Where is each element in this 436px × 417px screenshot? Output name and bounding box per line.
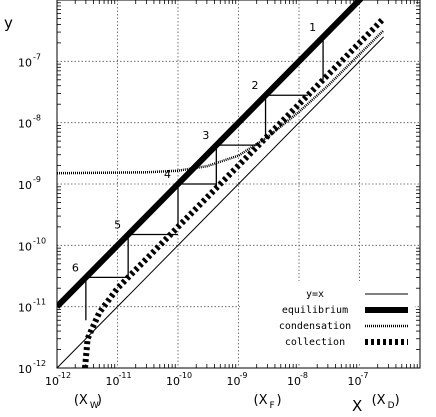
annotation-subscript: F — [270, 401, 275, 411]
y-tick-exponent: -12 — [33, 359, 46, 368]
series-yx — [57, 36, 384, 368]
x-tick-label: 10 — [348, 375, 362, 388]
legend-box — [240, 281, 415, 363]
x-tick-label: 10 — [166, 375, 180, 388]
annotation-x-w: (X — [74, 393, 88, 408]
step-label-5: 5 — [114, 219, 121, 232]
annotations: (X W) (X F) (X D) — [74, 393, 400, 411]
y-tick-label: 10 — [18, 179, 32, 192]
y-tick-label: 10 — [18, 363, 32, 376]
y-tick-label: 10 — [18, 56, 32, 69]
x-axis-label: X — [352, 397, 362, 415]
x-tick-exponent: -10 — [179, 371, 192, 380]
step-label-3: 3 — [202, 129, 209, 142]
y-axis-label: y — [4, 14, 13, 32]
plot-frame — [56, 0, 421, 369]
y-tick-label: 10 — [18, 118, 32, 131]
annotation-subscript: W — [90, 401, 99, 411]
annotation-subscript: D — [388, 401, 395, 411]
y-tick-exponent: -11 — [33, 298, 46, 307]
step-label-2: 2 — [252, 79, 259, 92]
y-tick-exponent: -8 — [33, 114, 41, 123]
x-tick-label: 10 — [287, 375, 301, 388]
x-tick-label: 10 — [45, 375, 59, 388]
y-tick-exponent: -7 — [33, 52, 41, 61]
step-label-6: 6 — [72, 261, 79, 274]
y-tick-exponent: -10 — [33, 236, 46, 245]
x-tick-label: 10 — [106, 375, 120, 388]
series-layer — [57, 0, 386, 368]
staircase-layer: 1 2 3 4 5 6 — [72, 21, 324, 321]
y-tick-exponent: -9 — [33, 175, 41, 184]
x-tick-exponent: -9 — [240, 371, 248, 380]
x-tick-exponent: -12 — [58, 371, 71, 380]
x-tick-exponent: -11 — [119, 371, 132, 380]
x-tick-exponent: -8 — [300, 371, 308, 380]
annotation-paren: ) — [277, 393, 282, 408]
x-tick-exponent: -7 — [361, 371, 369, 380]
legend-label: y=x — [306, 289, 324, 300]
x-tick-label: 10 — [227, 375, 241, 388]
legend: y=x equilibrium condensation collection — [240, 281, 415, 363]
annotation-paren: ) — [395, 393, 400, 408]
y-tick-label: 10 — [18, 240, 32, 253]
step-label-1: 1 — [309, 21, 316, 34]
series-equilibrium — [57, 0, 364, 309]
step-label-4: 4 — [164, 168, 171, 181]
legend-label: equilibrium — [282, 305, 348, 316]
annotation-x-d: (X — [372, 393, 386, 408]
series-collection — [82, 16, 386, 368]
y-tick-label: 10 — [18, 302, 32, 315]
annotation-paren: ) — [97, 393, 102, 408]
legend-label: condensation — [279, 321, 351, 332]
legend-label: collection — [285, 337, 345, 348]
annotation-x-f: (X — [254, 393, 268, 408]
series-condensation — [57, 29, 385, 175]
